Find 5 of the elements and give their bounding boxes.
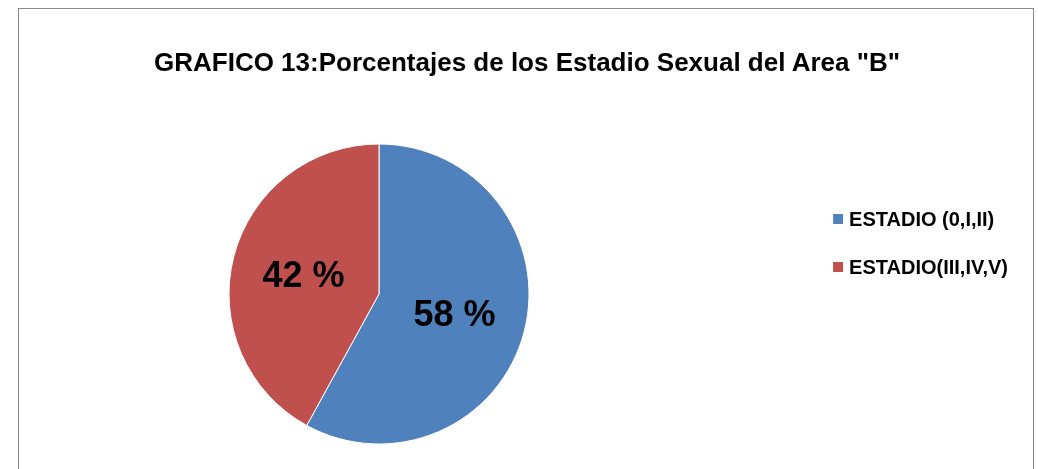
data-label: 42 %	[262, 254, 345, 296]
legend-label: ESTADIO (0,I,II)	[849, 208, 995, 230]
data-label: 58 %	[413, 292, 496, 334]
legend-label: ESTADIO(III,IV,V)	[849, 256, 1009, 278]
chart-title: GRAFICO 13:Porcentajes de los Estadio Sexual del Area "B"	[154, 47, 901, 77]
